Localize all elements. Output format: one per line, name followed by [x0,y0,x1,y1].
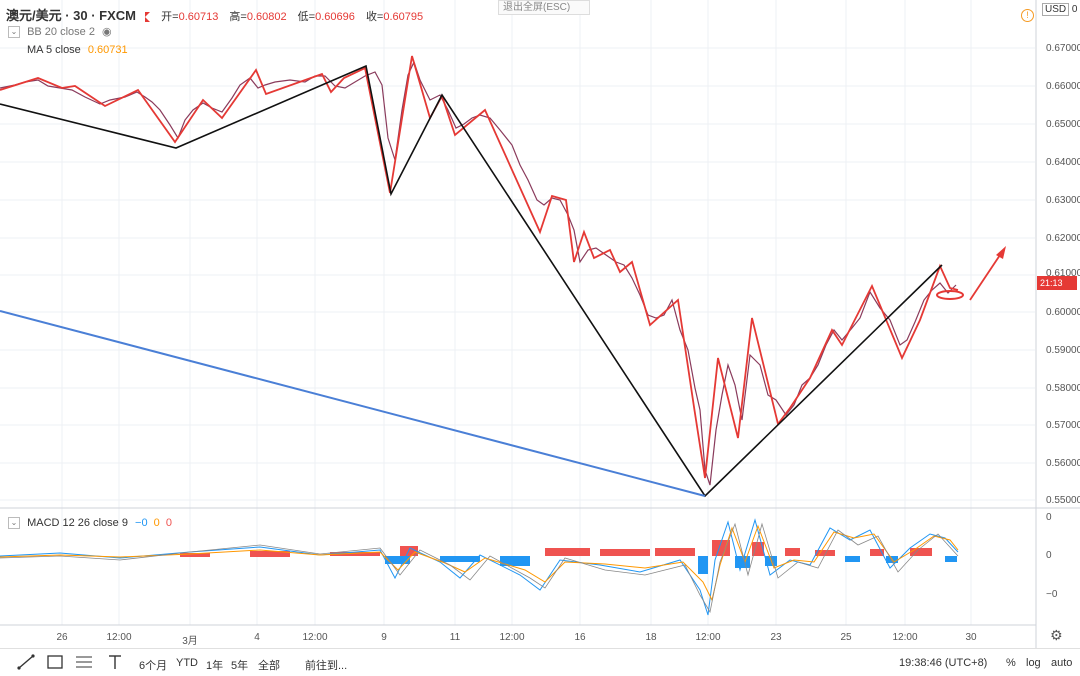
macd-signal-line [0,524,959,602]
bb-indicator-legend[interactable]: ⌄ BB 20 close 2 ◉ [8,25,112,39]
trend-line-tool-icon[interactable] [16,653,36,671]
close-value: 0.60795 [383,11,424,23]
macd-histogram [180,540,957,574]
price-axis-label: 0.61000 [1046,268,1080,279]
currency-suffix: 0 [1071,4,1078,15]
arrow-shaft[interactable] [969,251,1003,301]
settings-gear-icon[interactable]: ⚙ [1050,627,1063,643]
macd-value-3: 0 [165,517,172,529]
fib-tool-icon[interactable] [74,653,94,671]
ma-indicator-legend[interactable]: MA 5 close 0.60731 [27,44,128,56]
macd-line [0,518,959,616]
time-axis-label: 18 [645,632,657,643]
price-axis-label: 0.63000 [1046,195,1080,206]
gridlines [0,0,1035,625]
time-axis-label: 30 [965,632,977,643]
time-axis-label: 25 [840,632,852,643]
time-axis-label: 23 [770,632,782,643]
zigzag-black-line [0,64,943,498]
time-axis-label: 3月 [182,636,198,647]
price-axis-label: 0.56000 [1046,458,1080,469]
symbol-name[interactable]: 澳元/美元 · 30 · FXCM [6,8,137,23]
price-series-line [0,60,957,486]
highlight-ellipse[interactable] [936,290,964,300]
close-label: 收= [365,11,384,23]
auto-scale-toggle[interactable]: auto [1051,657,1073,669]
bottom-toolbar: 6个月 YTD 1年 5年 全部 前往到... 19:38:46 (UTC+8)… [0,648,1080,676]
bb-label: BB 20 close 2 [27,26,95,38]
time-axis-label: 12:00 [302,632,328,643]
currency-selector[interactable]: USD 0 [1042,3,1078,16]
price-axis-label: 0.65000 [1046,119,1080,130]
arrow-head [996,246,1006,259]
time-axis-label: 26 [56,632,68,643]
price-axis-label: 0.67000 [1046,43,1080,54]
time-axis-label: 16 [574,632,586,643]
high-label: 高= [229,11,247,23]
range-5y-button[interactable]: 5年 [231,660,249,672]
trend-line-blue[interactable] [0,310,706,497]
zigzag-red-line [0,55,959,479]
collapse-indicators-icon[interactable]: ⌄ [8,26,20,39]
range-ytd-button[interactable]: YTD [176,657,198,669]
high-value: 0.60802 [246,11,287,23]
time-axis-label: 4 [254,632,260,643]
time-axis-label: 12:00 [106,632,132,643]
range-6m-button[interactable]: 6个月 [139,660,168,672]
macd-axis-label: 0 [1046,550,1052,561]
eye-icon[interactable]: ◉ [102,26,112,38]
macd-axis-label: −0 [1046,589,1058,600]
price-axis-label: 0.59000 [1046,345,1080,356]
symbol-legend: 澳元/美元 · 30 · FXCM 开=0.60713 高=0.60802 低=… [6,5,423,24]
chart-canvas[interactable] [0,0,1080,648]
price-axis-label: 0.64000 [1046,157,1080,168]
exit-fullscreen-button[interactable]: 退出全屏(ESC) [498,0,590,15]
range-all-button[interactable]: 全部 [258,660,280,672]
price-axis-label: 0.58000 [1046,383,1080,394]
macd-value-1: −0 [135,517,148,529]
price-axis-label: 0.66000 [1046,81,1080,92]
price-axis-label: 0.62000 [1046,233,1080,244]
percent-scale-toggle[interactable]: % [1006,657,1016,669]
macd-indicator-legend[interactable]: ⌄ MACD 12 26 close 9 −0 0 0 [8,517,172,530]
low-label: 低= [297,11,316,23]
low-value: 0.60696 [315,11,355,23]
time-axis-label: 12:00 [499,632,525,643]
text-tool-icon[interactable] [105,653,125,671]
current-price-tag: 21:13 [1037,276,1077,290]
collapse-macd-icon[interactable]: ⌄ [8,517,20,530]
time-axis-label: 12:00 [892,632,918,643]
rectangle-tool-icon[interactable] [45,653,65,671]
ma-label: MA 5 close [27,44,81,56]
time-axis-label: 11 [449,632,461,643]
price-axis-label: 0.60000 [1046,307,1080,318]
warning-icon[interactable]: ! [1021,9,1034,22]
log-scale-toggle[interactable]: log [1026,657,1041,669]
macd-label: MACD 12 26 close 9 [27,517,128,529]
price-axis-label: 0.55000 [1046,495,1080,506]
ma-value: 0.60731 [87,44,128,56]
flag-icon [145,12,151,23]
range-1y-button[interactable]: 1年 [206,660,224,672]
macd-value-2: 0 [153,517,160,529]
macd-gray-line [0,522,959,614]
open-value: 0.60713 [178,11,219,23]
currency-label: USD [1042,3,1070,16]
time-axis-label: 12:00 [695,632,721,643]
macd-axis-label: 0 [1046,512,1052,523]
goto-date-button[interactable]: 前往到... [305,660,348,672]
clock-timezone[interactable]: 19:38:46 (UTC+8) [899,657,988,669]
price-axis-label: 0.57000 [1046,420,1080,431]
time-axis-label: 9 [381,632,387,643]
open-label: 开= [161,11,179,23]
